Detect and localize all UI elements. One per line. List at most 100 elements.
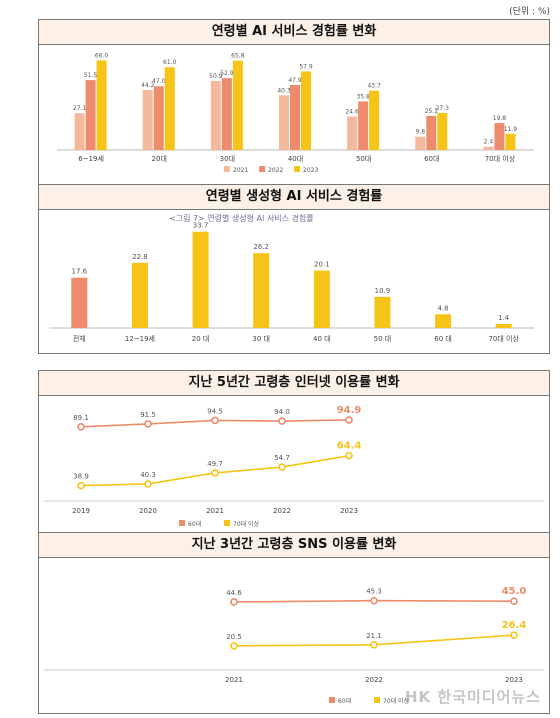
chart-genai-experience: 17.6 전체 22.8 12~19세 33.7 20 대 26.2 30 대 20.1 40 대… (49, 222, 534, 343)
x-tick-label: 20 대 (192, 335, 210, 343)
data-label: 44.2 (141, 82, 155, 89)
bar-2022 (85, 80, 96, 150)
data-label: 50.9 (209, 73, 223, 80)
legend-label: 2023 (303, 167, 318, 174)
chart-title: 연령별 생성형 AI 서비스 경험률 (39, 185, 549, 210)
bar-2023 (505, 133, 516, 150)
data-label: 40.3 (277, 87, 291, 94)
legend-label: 2022 (268, 167, 283, 174)
bar (71, 277, 88, 328)
data-label: 21.1 (366, 632, 382, 640)
data-label: 27.3 (436, 105, 450, 112)
data-label: 89.1 (73, 414, 89, 422)
data-point (77, 481, 85, 490)
data-label: 64.4 (337, 441, 362, 452)
data-label: 33.7 (193, 222, 209, 230)
bar-2021 (483, 146, 494, 150)
data-label: 11.9 (504, 126, 518, 133)
bar-2021 (210, 80, 221, 150)
x-tick-label: 60 대 (434, 335, 452, 343)
data-point (370, 596, 378, 605)
data-point (510, 631, 518, 639)
x-tick-label: 40 대 (313, 335, 331, 343)
bar-2021 (279, 95, 289, 150)
bar-2022 (290, 84, 300, 150)
x-tick-label: 30 대 (252, 335, 270, 343)
data-label: 66.0 (95, 52, 109, 59)
bar-2021 (142, 90, 153, 150)
data-label: 47.0 (152, 78, 166, 85)
x-tick-label: 2019 (72, 507, 90, 515)
x-tick-label: 70대 이상 (485, 154, 516, 163)
x-tick-label: 2023 (505, 676, 523, 684)
data-label: 54.7 (274, 454, 290, 462)
bar (435, 314, 452, 328)
bar-2021 (415, 136, 426, 150)
bar (131, 262, 148, 328)
data-label: 9.8 (416, 129, 426, 136)
bar-2023 (301, 71, 311, 150)
watermark: HK 한국미디어뉴스 (404, 688, 541, 706)
x-tick-label: 60대 (424, 155, 439, 163)
bar-2022 (494, 123, 505, 150)
bar-2022 (153, 86, 164, 150)
x-tick-label: 2022 (365, 676, 383, 684)
legend-swatch (374, 697, 380, 703)
x-tick-label: 6~19세 (78, 154, 104, 163)
data-point (370, 640, 378, 649)
data-label: 27.1 (73, 105, 87, 112)
legend-swatch (259, 166, 265, 172)
x-tick-label: 2023 (340, 507, 358, 515)
bar-2023 (437, 112, 448, 150)
data-label: 10.9 (375, 287, 391, 295)
data-label: 17.6 (72, 268, 88, 276)
bar (313, 270, 330, 328)
x-tick-label: 전체 (73, 334, 86, 343)
bar-2023 (96, 60, 107, 150)
bar (192, 231, 209, 328)
bar (495, 324, 512, 328)
x-tick-label: 2021 (225, 676, 243, 684)
legend-swatch (179, 520, 185, 526)
bar-2023 (369, 90, 380, 150)
panel-sns-usage: 지난 3년간 고령층 SNS 이용률 변화 44.6 45.3 45.0 20.5 21… (38, 532, 550, 714)
x-tick-label: 30대 (220, 155, 235, 163)
data-label: 19.8 (493, 115, 507, 122)
data-label: 2.4 (484, 139, 494, 146)
data-label: 26.2 (253, 243, 269, 251)
data-point (278, 463, 286, 471)
unit-note: (단위 : %) (509, 7, 550, 17)
chart-title: 지난 3년간 고령층 SNS 이용률 변화 (39, 533, 549, 558)
legend-swatch (224, 520, 230, 526)
panel-genai-experience: 연령별 생성형 AI 서비스 경험률 <그림 7> 연령별 생성형 AI 서비스… (38, 184, 550, 354)
data-point (230, 598, 238, 606)
legend-label: 60대 (338, 697, 351, 705)
data-label: 45.3 (366, 588, 382, 596)
chart-internet-usage: 89.1 91.5 94.5 94.0 94.9 38.9 40.3 49.7 54.7 64.4… (44, 405, 544, 528)
data-point (345, 451, 353, 460)
data-label: 4.8 (437, 304, 448, 312)
x-tick-label: 70대 이상 (488, 334, 519, 343)
x-tick-label: 50대 (356, 155, 371, 163)
bar-2021 (347, 116, 358, 150)
data-label: 61.0 (163, 59, 177, 66)
data-label: 44.6 (226, 589, 242, 597)
data-point (230, 642, 238, 650)
data-label: 25.1 (425, 108, 439, 115)
data-label: 24.6 (345, 109, 359, 116)
legend-label: 70대 이상 (233, 520, 260, 528)
x-tick-label: 20대 (152, 155, 167, 163)
x-tick-label: 2022 (273, 507, 291, 515)
legend-label: 70대 이상 (383, 697, 410, 705)
x-tick-label: 12~19세 (125, 334, 155, 343)
data-label: 51.5 (84, 72, 98, 79)
chart-subtitle: <그림 7> 연령별 생성형 AI 서비스 경험률 (169, 214, 314, 223)
data-label: 45.0 (502, 586, 527, 597)
data-label: 52.9 (220, 70, 234, 77)
data-point (510, 597, 518, 606)
data-label: 57.9 (299, 63, 313, 70)
chart-sns-usage: 44.6 45.3 45.0 20.5 21.1 26.4 2021 2022 2023 60대 7… (44, 586, 544, 705)
data-label: 38.9 (73, 473, 89, 481)
data-label: 26.4 (502, 620, 527, 631)
data-label: 91.5 (140, 411, 156, 419)
